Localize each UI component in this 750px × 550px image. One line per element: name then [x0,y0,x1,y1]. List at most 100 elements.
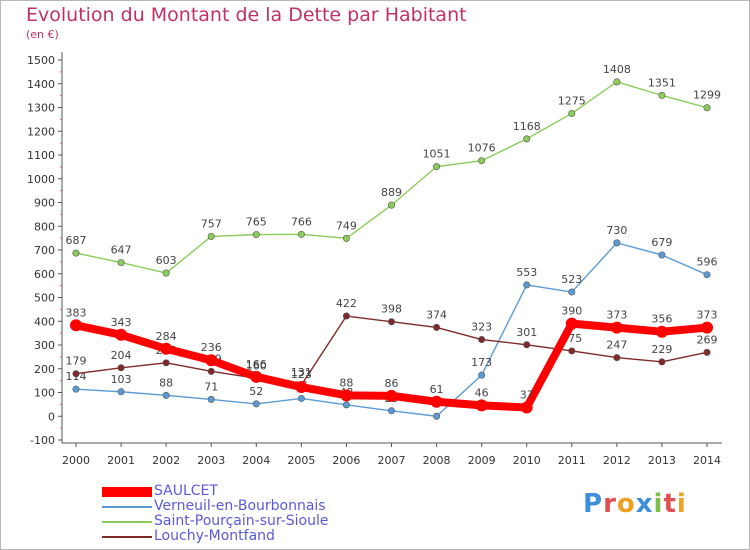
y-tick-label: 1500 [27,54,55,67]
legend-label: Louchy-Montfand [154,528,275,544]
data-point [523,341,531,349]
data-point [205,354,218,367]
data-point [520,401,533,414]
data-point [162,269,170,277]
data-label: 46 [475,386,489,399]
y-tick-label: 800 [34,220,55,233]
data-point [568,288,576,296]
series-saint-pour-ain-sur-sioule: 687 647 603 757 765 766 749 889 1051 1076 1168 1275… [66,63,721,277]
data-label: 765 [246,216,267,229]
logo-letter: o [616,489,636,519]
data-label: 1076 [468,142,496,155]
legend-swatch [102,506,152,508]
data-point [72,385,80,393]
data-point [613,78,621,86]
data-point [613,354,621,362]
data-point [160,342,173,355]
data-label: 236 [201,341,222,354]
y-tick-label: 100 [34,387,55,400]
data-point [475,399,488,412]
data-point [613,239,621,247]
x-tick-label: 2002 [152,454,180,467]
data-point [342,312,350,320]
chart-title: Evolution du Montant de la Dette par Hab… [26,4,467,26]
data-point [297,230,305,238]
unit-label: (en €) [26,28,59,41]
data-label: 323 [471,321,492,334]
data-point [523,281,531,289]
data-label: 1051 [423,148,451,161]
data-label: 647 [111,244,132,257]
data-point [387,407,395,415]
data-point [385,389,398,402]
y-tick-label: 700 [34,244,55,257]
data-point [433,163,441,171]
data-label: 553 [516,266,537,279]
logo-letter: P [583,489,604,519]
data-point [207,232,215,240]
data-label: 687 [66,234,87,247]
data-label: 37 [520,388,534,401]
y-tick-label: 900 [34,197,55,210]
data-label: 160 [246,359,267,372]
logo-letter: x [635,489,654,519]
legend-swatch [102,521,152,523]
data-label: 123 [291,368,312,381]
data-point [387,201,395,209]
logo-letter: i [676,489,687,519]
x-tick-label: 2006 [332,454,360,467]
data-label: 356 [651,313,672,326]
data-label: 103 [111,373,132,386]
data-label: 757 [201,217,222,230]
data-label: 422 [336,297,357,310]
data-label: 1351 [648,76,676,89]
data-label: 301 [516,326,537,339]
data-point [433,323,441,331]
data-point [342,401,350,409]
data-point [117,259,125,267]
data-point [117,364,125,372]
data-point [565,317,578,330]
x-tick-label: 2010 [513,454,541,467]
logo-letter: t [663,489,677,519]
legend-label: SAULCET [154,483,218,499]
x-tick-label: 2003 [197,454,225,467]
data-point [252,231,260,239]
data-label: 1299 [693,89,721,102]
y-tick-label: 600 [34,268,55,281]
data-label: 1168 [513,120,541,133]
data-point [207,367,215,375]
y-tick-label: 1400 [27,78,55,91]
data-point [252,400,260,408]
data-label: 166 [246,358,267,371]
data-label: 596 [697,256,718,269]
data-point [162,391,170,399]
x-tick-label: 2001 [107,454,135,467]
x-tick-label: 2008 [423,454,451,467]
legend-label: Saint-Pourçain-sur-Sioule [154,513,329,529]
data-point [478,371,486,379]
data-label: 86 [385,377,399,390]
data-point [70,319,82,332]
data-point [703,348,711,356]
data-point [568,109,576,117]
x-tick-label: 2012 [603,454,631,467]
x-tick-label: 2005 [287,454,315,467]
data-point [478,336,486,344]
x-tick-label: 2009 [468,454,496,467]
data-point [658,91,666,99]
data-label: 390 [561,305,582,318]
data-point [568,347,576,355]
data-label: 247 [606,339,627,352]
data-point [387,318,395,326]
x-tick-label: 2000 [62,454,90,467]
data-label: 61 [430,383,444,396]
data-label: 1275 [558,94,586,107]
data-point [610,321,623,334]
x-tick-label: 2011 [558,454,586,467]
data-label: 204 [111,349,132,362]
y-tick-label: -100 [30,434,55,447]
y-tick-label: 200 [34,363,55,376]
data-label: 1408 [603,63,631,76]
